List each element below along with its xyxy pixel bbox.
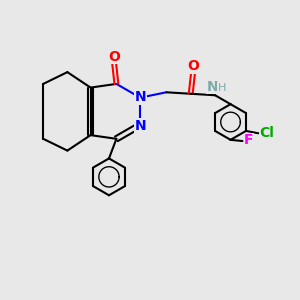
Text: N: N (206, 80, 218, 94)
Text: Cl: Cl (260, 126, 274, 140)
Text: O: O (108, 50, 120, 64)
Text: O: O (187, 59, 199, 73)
Text: H: H (218, 82, 226, 92)
Text: N: N (135, 90, 147, 104)
Text: N: N (135, 119, 147, 133)
Text: F: F (244, 134, 254, 147)
